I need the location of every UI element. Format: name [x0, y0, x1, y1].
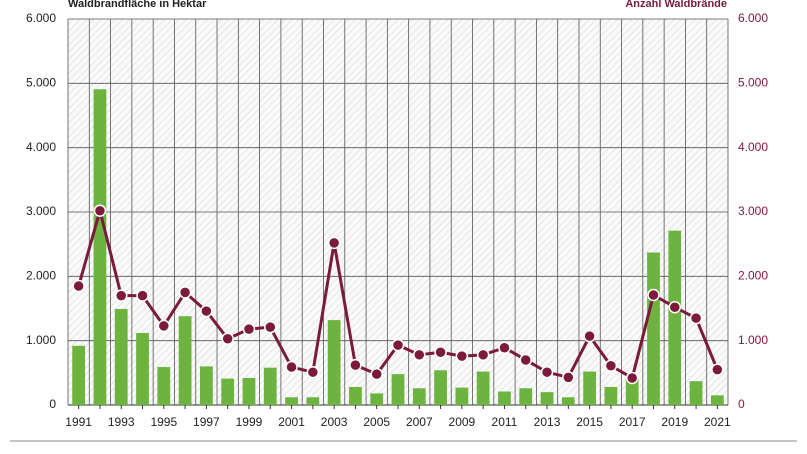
- y2-tick-label: 2.000: [738, 269, 768, 283]
- y2-tick-label: 4.000: [738, 140, 768, 154]
- y2-tick-label: 5.000: [738, 76, 768, 90]
- line-point: [200, 304, 213, 318]
- y-tick-label: 1.000: [26, 333, 56, 347]
- bar: [710, 395, 724, 405]
- bar: [476, 371, 490, 405]
- x-tick-label: 2019: [661, 415, 688, 429]
- bar: [689, 381, 703, 405]
- y-tick-label: 3.000: [26, 204, 56, 218]
- bar: [306, 397, 320, 405]
- line-point: [583, 329, 596, 343]
- bar: [625, 379, 639, 405]
- line-point: [540, 365, 554, 379]
- y2-tick-label: 0: [738, 397, 745, 411]
- x-tick-label: 2013: [534, 415, 561, 429]
- line-point: [114, 289, 128, 302]
- bar: [178, 316, 192, 405]
- line-point: [349, 358, 362, 372]
- line-point: [264, 320, 277, 334]
- line-point: [391, 338, 405, 352]
- line-point: [178, 286, 192, 299]
- line-point: [413, 348, 426, 362]
- y-tick-label: 2.000: [26, 269, 56, 283]
- x-tick-label: 2003: [321, 415, 348, 429]
- line-point: [455, 349, 469, 363]
- y2-tick-label: 3.000: [738, 204, 768, 218]
- line-point: [625, 371, 639, 385]
- y2-axis-title: Anzahl Waldbrände: [625, 0, 727, 10]
- line-point: [604, 359, 618, 373]
- y-axis-title: Waldbrandfläche in Hektar: [68, 0, 207, 10]
- bar: [391, 374, 405, 405]
- bar: [668, 230, 682, 405]
- line-point: [647, 288, 660, 302]
- bar: [263, 367, 277, 405]
- line-point: [434, 345, 447, 359]
- y2-tick-label: 6.000: [738, 11, 768, 25]
- x-tick-label: 2015: [576, 415, 603, 429]
- y2-tick-label: 1.000: [738, 333, 768, 347]
- line-point: [72, 279, 85, 293]
- bar: [498, 391, 511, 405]
- y-tick-label: 6.000: [26, 11, 56, 25]
- y-tick-label: 4.000: [26, 140, 56, 154]
- bar: [583, 371, 596, 405]
- x-tick-label: 1993: [108, 415, 135, 429]
- bar: [200, 366, 213, 405]
- x-tick-label: 1997: [193, 415, 220, 429]
- bar: [561, 397, 575, 405]
- bar: [285, 397, 298, 405]
- line-point: [476, 348, 490, 362]
- line-point: [242, 322, 256, 336]
- line-point: [370, 367, 383, 381]
- x-tick-label: 2009: [449, 415, 476, 429]
- x-tick-label: 1991: [65, 415, 92, 429]
- bar: [242, 377, 256, 405]
- line-point: [498, 341, 511, 354]
- line-point: [157, 319, 171, 333]
- x-tick-label: 2017: [619, 415, 646, 429]
- line-point: [519, 353, 532, 367]
- bar: [72, 345, 86, 405]
- x-tick-label: 1999: [236, 415, 263, 429]
- line-point: [136, 289, 149, 302]
- bar: [647, 252, 660, 405]
- line-point: [711, 363, 724, 376]
- bar: [93, 89, 107, 405]
- line-point: [327, 236, 341, 250]
- line-point: [285, 360, 298, 374]
- x-tick-label: 2011: [492, 415, 518, 429]
- x-tick-label: 1995: [150, 415, 177, 429]
- bar: [434, 370, 447, 405]
- line-point: [668, 300, 682, 314]
- bar: [604, 386, 618, 405]
- line-point: [93, 204, 107, 217]
- x-tick-label: 2021: [704, 415, 731, 429]
- y-tick-label: 5.000: [26, 76, 56, 90]
- bar: [157, 367, 171, 405]
- bar: [349, 386, 362, 405]
- bar: [327, 320, 341, 405]
- bar: [455, 387, 469, 405]
- line-point: [221, 332, 234, 345]
- x-tick-label: 2001: [278, 415, 305, 429]
- line-point: [689, 311, 703, 325]
- bar: [519, 388, 533, 405]
- y-tick-label: 0: [49, 397, 56, 411]
- bar: [370, 393, 384, 405]
- bar: [221, 378, 235, 405]
- x-tick-label: 2005: [363, 415, 390, 429]
- bar: [412, 388, 426, 405]
- bar: [136, 332, 149, 405]
- x-tick-label: 2007: [406, 415, 433, 429]
- bar: [114, 308, 128, 405]
- bar: [540, 392, 554, 405]
- line-point: [562, 371, 575, 384]
- line-point: [306, 365, 320, 379]
